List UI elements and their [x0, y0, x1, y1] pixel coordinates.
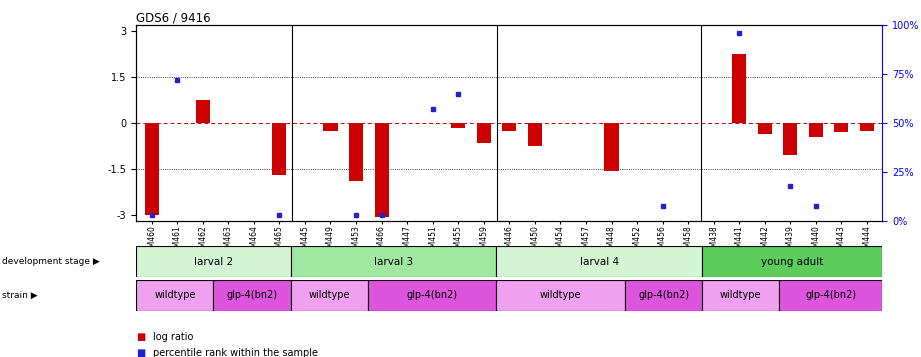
- Bar: [195, 100, 210, 123]
- Text: log ratio: log ratio: [153, 332, 193, 342]
- Text: wildtype: wildtype: [309, 290, 350, 301]
- Bar: [860, 123, 874, 131]
- Text: larval 4: larval 4: [580, 256, 619, 267]
- Bar: [291, 246, 496, 277]
- Bar: [702, 246, 882, 277]
- Bar: [779, 280, 882, 311]
- Bar: [291, 280, 367, 311]
- Bar: [496, 246, 702, 277]
- Bar: [349, 123, 363, 181]
- Bar: [323, 123, 337, 131]
- Text: percentile rank within the sample: percentile rank within the sample: [153, 348, 318, 357]
- Text: glp-4(bn2): glp-4(bn2): [406, 290, 458, 301]
- Text: development stage ▶: development stage ▶: [2, 257, 99, 266]
- Bar: [136, 280, 214, 311]
- Bar: [732, 54, 746, 123]
- Text: ■: ■: [136, 332, 146, 342]
- Bar: [502, 123, 517, 131]
- Text: larval 2: larval 2: [194, 256, 233, 267]
- Bar: [214, 280, 291, 311]
- Bar: [136, 246, 291, 277]
- Text: young adult: young adult: [761, 256, 823, 267]
- Bar: [625, 280, 702, 311]
- Bar: [496, 280, 625, 311]
- Text: glp-4(bn2): glp-4(bn2): [227, 290, 277, 301]
- Text: glp-4(bn2): glp-4(bn2): [638, 290, 689, 301]
- Bar: [451, 123, 465, 128]
- Text: wildtype: wildtype: [720, 290, 762, 301]
- Bar: [375, 123, 389, 217]
- Bar: [367, 280, 496, 311]
- Bar: [702, 280, 779, 311]
- Text: wildtype: wildtype: [540, 290, 581, 301]
- Bar: [528, 123, 542, 146]
- Text: larval 3: larval 3: [374, 256, 414, 267]
- Text: GDS6 / 9416: GDS6 / 9416: [136, 12, 211, 25]
- Bar: [784, 123, 798, 155]
- Bar: [145, 123, 158, 215]
- Bar: [834, 123, 848, 132]
- Text: glp-4(bn2): glp-4(bn2): [805, 290, 857, 301]
- Text: wildtype: wildtype: [154, 290, 195, 301]
- Bar: [758, 123, 772, 134]
- Text: ■: ■: [136, 348, 146, 357]
- Bar: [273, 123, 286, 175]
- Text: strain ▶: strain ▶: [2, 291, 38, 300]
- Bar: [477, 123, 491, 143]
- Bar: [809, 123, 823, 137]
- Bar: [604, 123, 619, 171]
